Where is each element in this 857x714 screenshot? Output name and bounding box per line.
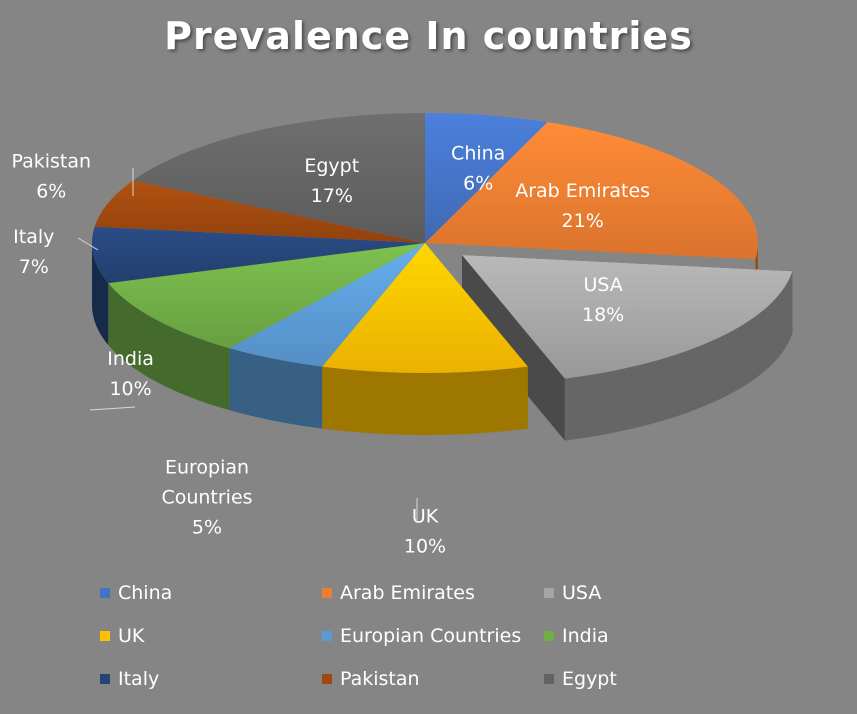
slice-arab-emirates[interactable] bbox=[425, 122, 758, 260]
legend-item-arab-emirates[interactable]: Arab Emirates bbox=[322, 582, 544, 604]
legend-label: China bbox=[118, 582, 173, 604]
legend-item-uk[interactable]: UK bbox=[100, 625, 322, 647]
legend-label: UK bbox=[118, 625, 145, 647]
data-label-name-egypt: Egypt bbox=[304, 155, 359, 177]
data-label-name-europian-countries: Countries bbox=[161, 487, 252, 509]
data-label-name-italy: Italy bbox=[13, 226, 54, 248]
legend-label: USA bbox=[562, 582, 602, 604]
slice-side-usa-face bbox=[461, 254, 565, 441]
legend-label: Italy bbox=[118, 668, 160, 690]
slice-side-uk bbox=[322, 366, 528, 435]
slice-egypt[interactable] bbox=[133, 113, 425, 243]
slice-uk[interactable] bbox=[322, 243, 528, 374]
legend-label: Pakistan bbox=[340, 668, 420, 690]
data-label-name-india: India bbox=[107, 348, 154, 370]
legend-item-egypt[interactable]: Egypt bbox=[544, 668, 664, 690]
slice-china[interactable] bbox=[425, 113, 548, 243]
data-label-percent-usa: 18% bbox=[582, 304, 624, 326]
legend-item-china[interactable]: China bbox=[100, 582, 322, 604]
legend-label: Arab Emirates bbox=[340, 582, 475, 604]
legend-swatch bbox=[322, 631, 332, 641]
legend-swatch bbox=[322, 588, 332, 598]
leader-line-india bbox=[89, 406, 136, 411]
slice-side-italy bbox=[92, 243, 109, 346]
legend-item-pakistan[interactable]: Pakistan bbox=[322, 668, 544, 690]
slice-side-europian-countries bbox=[229, 348, 323, 429]
data-label-percent-pakistan: 6% bbox=[36, 180, 66, 202]
legend-label: Europian Countries bbox=[340, 625, 522, 647]
slice-italy[interactable] bbox=[92, 226, 426, 284]
slice-side-india bbox=[108, 283, 230, 411]
legend-swatch bbox=[544, 588, 554, 598]
slice-pakistan[interactable] bbox=[94, 180, 426, 243]
data-label-name-arab-emirates: Arab Emirates bbox=[515, 180, 650, 202]
legend-item-europian-countries[interactable]: Europian Countries bbox=[322, 625, 544, 647]
legend-item-usa[interactable]: USA bbox=[544, 582, 664, 604]
legend-item-india[interactable]: India bbox=[544, 625, 664, 647]
legend-label: Egypt bbox=[562, 668, 617, 690]
legend-swatch bbox=[322, 674, 332, 684]
data-label-percent-egypt: 17% bbox=[311, 185, 353, 207]
slice-usa[interactable] bbox=[461, 254, 793, 379]
slice-india[interactable] bbox=[108, 243, 425, 349]
legend-swatch bbox=[100, 588, 110, 598]
legend-swatch bbox=[100, 631, 110, 641]
data-label-percent-uk: 10% bbox=[404, 536, 446, 558]
data-label-percent-europian-countries: 5% bbox=[192, 517, 222, 539]
legend-swatch bbox=[544, 631, 554, 641]
chart-title: Prevalence In countries bbox=[164, 14, 693, 58]
data-label-name-usa: USA bbox=[583, 274, 622, 296]
legend-label: India bbox=[562, 625, 609, 647]
data-label-percent-china: 6% bbox=[463, 173, 493, 195]
legend-swatch bbox=[100, 674, 110, 684]
data-label-name-europian-countries: Europian bbox=[165, 457, 249, 479]
legend-item-italy[interactable]: Italy bbox=[100, 668, 322, 690]
data-label-name-china: China bbox=[451, 143, 505, 165]
leader-line-italy bbox=[77, 237, 99, 251]
legend-swatch bbox=[544, 674, 554, 684]
data-label-percent-india: 10% bbox=[109, 378, 151, 400]
data-label-percent-italy: 7% bbox=[19, 256, 49, 278]
chart-legend: China Arab Emirates USA UK Europian Countrie… bbox=[100, 582, 660, 690]
data-label-name-pakistan: Pakistan bbox=[12, 150, 92, 172]
data-label-name-uk: UK bbox=[412, 506, 439, 528]
slice-side-usa bbox=[564, 271, 793, 441]
data-label-percent-arab-emirates: 21% bbox=[562, 210, 604, 232]
slice-europian-countries[interactable] bbox=[229, 243, 425, 367]
